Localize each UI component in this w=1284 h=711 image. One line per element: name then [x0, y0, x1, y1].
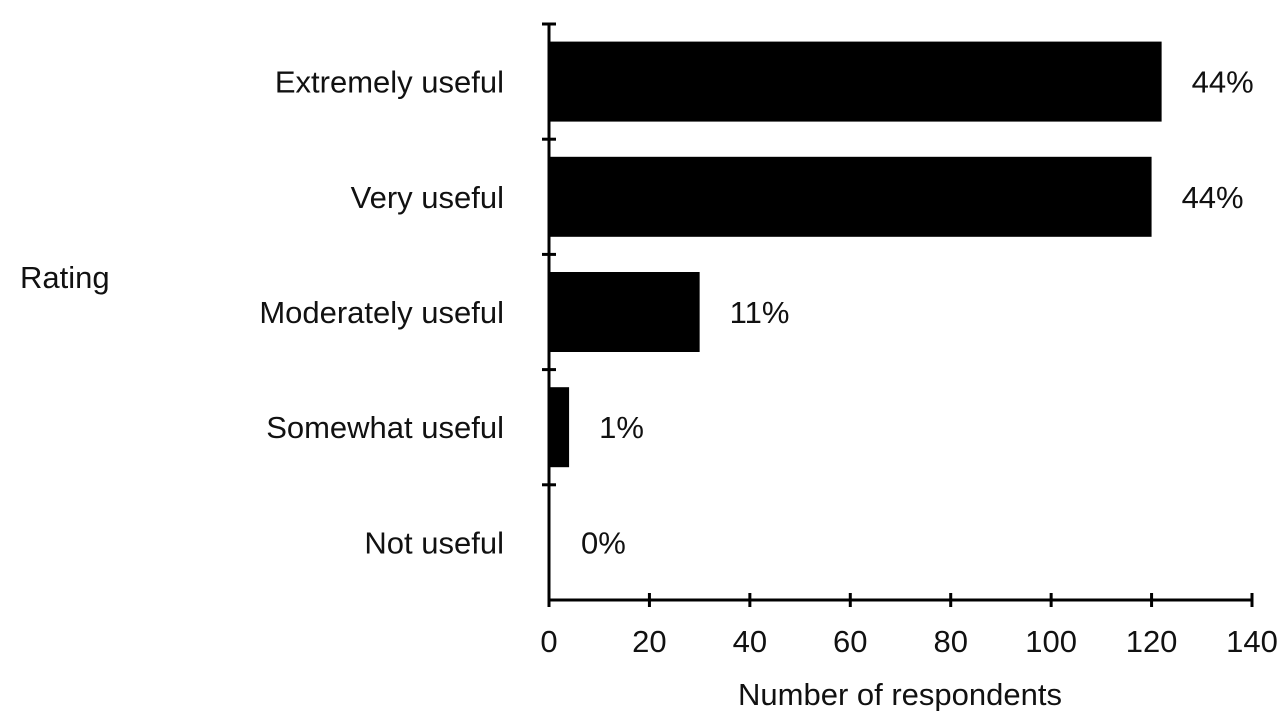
x-tick-label: 20: [632, 624, 666, 659]
x-tick-labels-group: 0 20 40 60 80 100 120 140: [540, 624, 1277, 659]
category-label: Not useful: [364, 525, 504, 560]
x-tick-label: 0: [540, 624, 557, 659]
bar: [549, 41, 1162, 122]
data-label: 1%: [599, 410, 644, 445]
x-tick-label: 80: [933, 624, 967, 659]
bar: [549, 156, 1152, 237]
x-tick-label: 100: [1025, 624, 1077, 659]
category-label: Somewhat useful: [266, 410, 504, 445]
category-label: Extremely useful: [275, 65, 504, 100]
data-label: 44%: [1192, 65, 1254, 100]
data-label: 44%: [1182, 180, 1244, 215]
x-axis-title: Number of respondents: [738, 677, 1062, 711]
x-tick-label: 60: [833, 624, 867, 659]
category-label: Very useful: [351, 180, 504, 215]
bar: [549, 272, 700, 352]
category-labels-group: Extremely useful Very useful Moderately us…: [259, 65, 504, 561]
x-tick-label: 40: [733, 624, 767, 659]
x-tick-label: 140: [1226, 624, 1278, 659]
y-axis-title: Rating: [20, 260, 110, 295]
x-tick-label: 120: [1126, 624, 1178, 659]
bars-group: [549, 41, 1162, 468]
data-labels-group: 44% 44% 11% 1% 0%: [581, 65, 1254, 561]
data-label: 0%: [581, 525, 626, 560]
data-label: 11%: [730, 295, 790, 330]
bar: [549, 387, 570, 468]
category-label: Moderately useful: [259, 295, 504, 330]
